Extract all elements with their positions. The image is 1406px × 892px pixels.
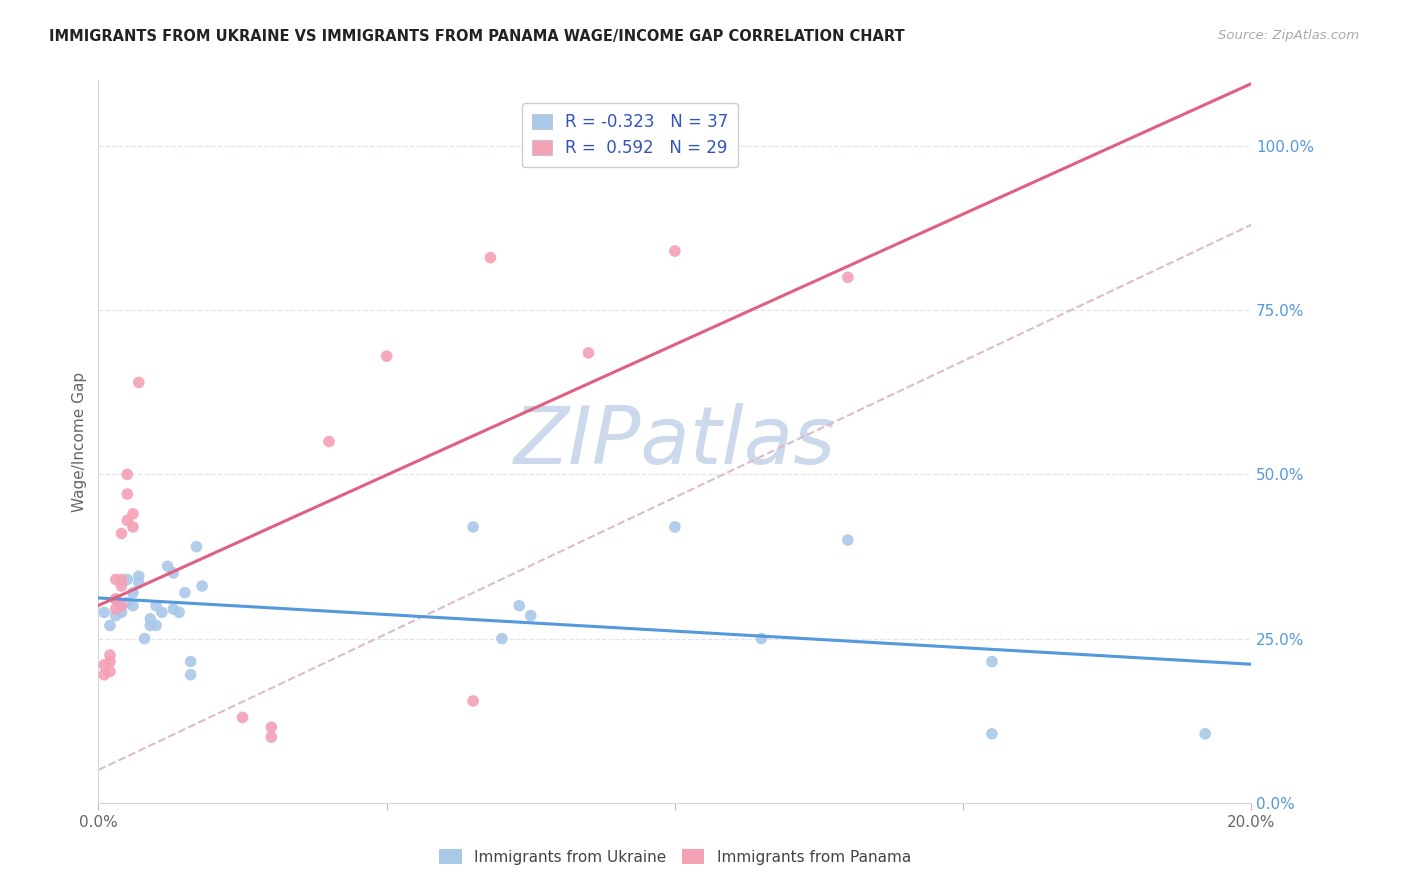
Point <box>751 632 773 646</box>
Point <box>174 585 197 599</box>
Point <box>180 667 202 681</box>
Point <box>139 618 162 632</box>
Point <box>104 602 127 616</box>
Point <box>186 540 208 554</box>
Y-axis label: Wage/Income Gap: Wage/Income Gap <box>72 371 87 512</box>
Point <box>122 599 145 613</box>
Point <box>461 694 484 708</box>
Point <box>318 434 340 449</box>
Point <box>664 244 686 258</box>
Point <box>664 520 686 534</box>
Point <box>98 648 121 662</box>
Point <box>117 513 139 527</box>
Point <box>520 608 543 623</box>
Point <box>578 346 600 360</box>
Point <box>461 520 484 534</box>
Point <box>180 655 202 669</box>
Text: ZIPatlas: ZIPatlas <box>513 402 837 481</box>
Point <box>104 608 127 623</box>
Point <box>162 602 184 616</box>
Point <box>191 579 214 593</box>
Point <box>260 720 283 734</box>
Point <box>110 599 132 613</box>
Point <box>104 592 127 607</box>
Point <box>93 605 115 619</box>
Legend: Immigrants from Ukraine, Immigrants from Panama: Immigrants from Ukraine, Immigrants from… <box>433 843 917 871</box>
Point <box>139 612 162 626</box>
Point <box>508 599 530 613</box>
Point <box>117 467 139 482</box>
Point <box>98 618 121 632</box>
Text: Source: ZipAtlas.com: Source: ZipAtlas.com <box>1219 29 1360 42</box>
Point <box>122 520 145 534</box>
Point <box>128 376 150 390</box>
Point <box>98 665 121 679</box>
Point <box>1194 727 1216 741</box>
Point <box>104 573 127 587</box>
Point <box>167 605 190 619</box>
Point <box>93 667 115 681</box>
Point <box>837 533 859 547</box>
Point <box>128 569 150 583</box>
Point <box>110 579 132 593</box>
Point <box>104 592 127 607</box>
Point <box>110 573 132 587</box>
Point <box>260 730 283 744</box>
Point <box>156 559 179 574</box>
Point <box>837 270 859 285</box>
Point <box>110 599 132 613</box>
Point <box>145 618 167 632</box>
Point <box>162 566 184 580</box>
Point <box>981 655 1004 669</box>
Point <box>117 487 139 501</box>
Point <box>375 349 398 363</box>
Point <box>479 251 502 265</box>
Point <box>231 710 254 724</box>
Point <box>491 632 513 646</box>
Point <box>981 727 1004 741</box>
Text: IMMIGRANTS FROM UKRAINE VS IMMIGRANTS FROM PANAMA WAGE/INCOME GAP CORRELATION CH: IMMIGRANTS FROM UKRAINE VS IMMIGRANTS FR… <box>49 29 905 44</box>
Point <box>117 573 139 587</box>
Point <box>117 595 139 609</box>
Point <box>110 526 132 541</box>
Point <box>110 605 132 619</box>
Point <box>150 605 173 619</box>
Point <box>128 575 150 590</box>
Point <box>122 507 145 521</box>
Point <box>93 657 115 672</box>
Point <box>122 585 145 599</box>
Point <box>98 655 121 669</box>
Point <box>145 599 167 613</box>
Point <box>104 592 127 607</box>
Point <box>134 632 156 646</box>
